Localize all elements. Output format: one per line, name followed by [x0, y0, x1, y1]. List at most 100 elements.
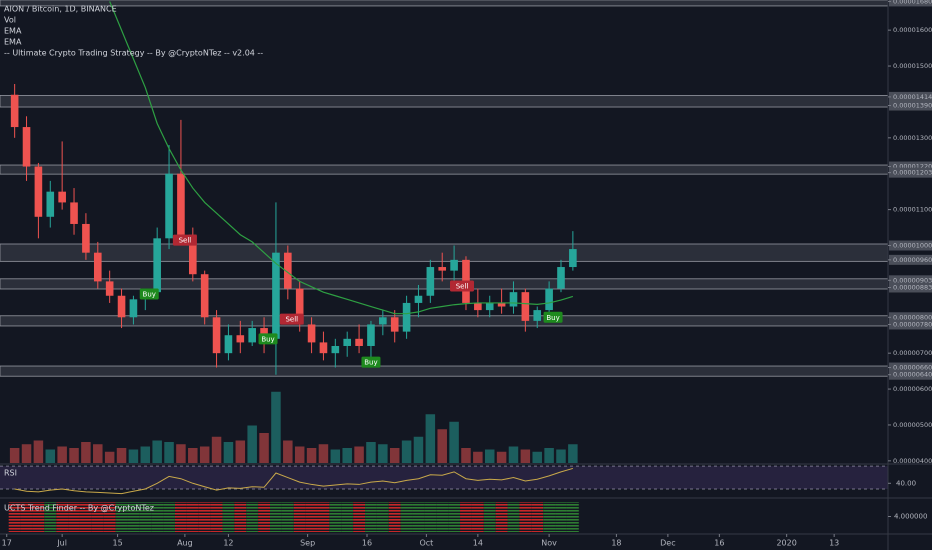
trend-cell	[258, 502, 271, 532]
signal-badge	[279, 313, 304, 325]
y-tick-label: 0.00001500	[893, 62, 932, 70]
pane-title: UCTS Trend Finder -- By @CryptoNTez	[4, 504, 154, 513]
volume-bar	[425, 414, 436, 463]
volume-bar	[306, 448, 317, 463]
trend-cell	[388, 502, 401, 532]
trend-cell	[127, 502, 140, 532]
volume-bar	[247, 425, 257, 463]
trend-cell	[151, 502, 164, 532]
candle-body	[438, 267, 447, 271]
signal-badge	[139, 288, 159, 300]
volume-bar	[520, 449, 531, 463]
zone-price-tag	[889, 254, 932, 265]
trend-cell	[412, 502, 425, 532]
trend-cell	[246, 502, 259, 532]
zone-price-tag	[889, 240, 932, 251]
x-tick-label: 13	[829, 539, 839, 548]
trend-cell	[222, 502, 235, 532]
volume-bar	[128, 449, 139, 463]
x-tick-label: 14	[473, 539, 483, 548]
candle-body	[272, 252, 280, 339]
volume-bar	[152, 440, 162, 463]
y-tick-label: 0.00000600	[893, 385, 932, 393]
candle-body	[284, 252, 292, 289]
trend-cell	[79, 502, 92, 532]
trend-cell	[305, 502, 318, 532]
x-tick-label: 16	[714, 539, 724, 548]
candle-body	[474, 302, 482, 311]
candle-body	[46, 191, 55, 217]
trend-cell	[519, 502, 532, 532]
y-tick-label: 0.00001300	[893, 134, 932, 142]
volume-bar	[9, 448, 20, 463]
zone-price-tag	[889, 161, 932, 172]
candle-body	[70, 202, 78, 224]
volume-bar	[235, 440, 246, 463]
signal-label: Buy	[143, 290, 156, 298]
candle-body	[414, 295, 423, 303]
zone-price-tag	[889, 282, 932, 293]
y-tick-label: 0.00001100	[893, 206, 932, 214]
legend-entry: EMA	[4, 38, 22, 47]
trend-cell	[32, 502, 45, 532]
candle-body	[545, 288, 553, 311]
volume-bar	[259, 433, 269, 463]
signal-label: Buy	[261, 335, 274, 343]
signal-badge	[258, 333, 278, 345]
zone-price-tag	[889, 369, 932, 380]
candle-body	[10, 94, 19, 128]
candle-body	[236, 335, 245, 343]
trend-cell	[234, 502, 247, 532]
zone-price-tag	[889, 0, 932, 7]
y-tick-label: 0.00001203	[893, 169, 932, 177]
zone	[0, 0, 889, 7]
candle-body	[165, 173, 173, 239]
trend-cell	[68, 502, 80, 532]
y-tick-label: 0.00001390	[893, 102, 932, 110]
candle-body	[509, 292, 518, 307]
x-tick-label: 2020	[776, 539, 796, 548]
volume-bar	[140, 446, 151, 463]
candle-body	[212, 317, 221, 354]
y-tick-label: 0.00000883	[893, 283, 932, 291]
trend-tick-label: 4.000000	[894, 513, 927, 521]
signal-label: Sell	[285, 316, 298, 324]
candle-body	[295, 288, 304, 325]
y-tick-label: 0.00000960	[893, 256, 932, 264]
candle-body	[34, 166, 43, 217]
candle-body	[319, 342, 328, 354]
candle-body	[200, 274, 209, 318]
candle-body	[117, 295, 126, 318]
trend-cell	[424, 502, 437, 532]
trend-cell	[566, 502, 579, 532]
volume-bar	[437, 429, 447, 463]
volume-bar	[342, 448, 352, 463]
trend-cell	[163, 502, 175, 532]
y-tick-label: 0.00000400	[893, 457, 932, 465]
candle-body	[177, 173, 185, 235]
zone	[0, 278, 889, 290]
volume-bar	[164, 442, 174, 463]
x-tick-label: 16	[362, 539, 372, 548]
volume-bar	[508, 446, 519, 463]
candle-body	[355, 338, 363, 346]
y-tick-label: 0.00000903	[893, 276, 932, 284]
volume-bar	[271, 391, 281, 463]
zone	[0, 243, 889, 262]
volume-bar	[199, 446, 210, 463]
signal-badge	[172, 234, 197, 246]
trend-cell	[56, 502, 69, 532]
candle-body	[22, 127, 31, 167]
trend-cell	[543, 502, 556, 532]
rsi-tick-label: 40.00	[896, 479, 916, 487]
y-tick-label: 0.00001600	[893, 26, 932, 34]
trend-cell	[400, 502, 413, 532]
trend-cell	[198, 502, 211, 532]
candle-body	[105, 281, 114, 296]
volume-bar	[188, 448, 198, 463]
candle-body	[189, 234, 197, 275]
volume-bar	[413, 436, 424, 463]
trend-cell	[186, 502, 199, 532]
zone-price-tag	[889, 362, 932, 373]
